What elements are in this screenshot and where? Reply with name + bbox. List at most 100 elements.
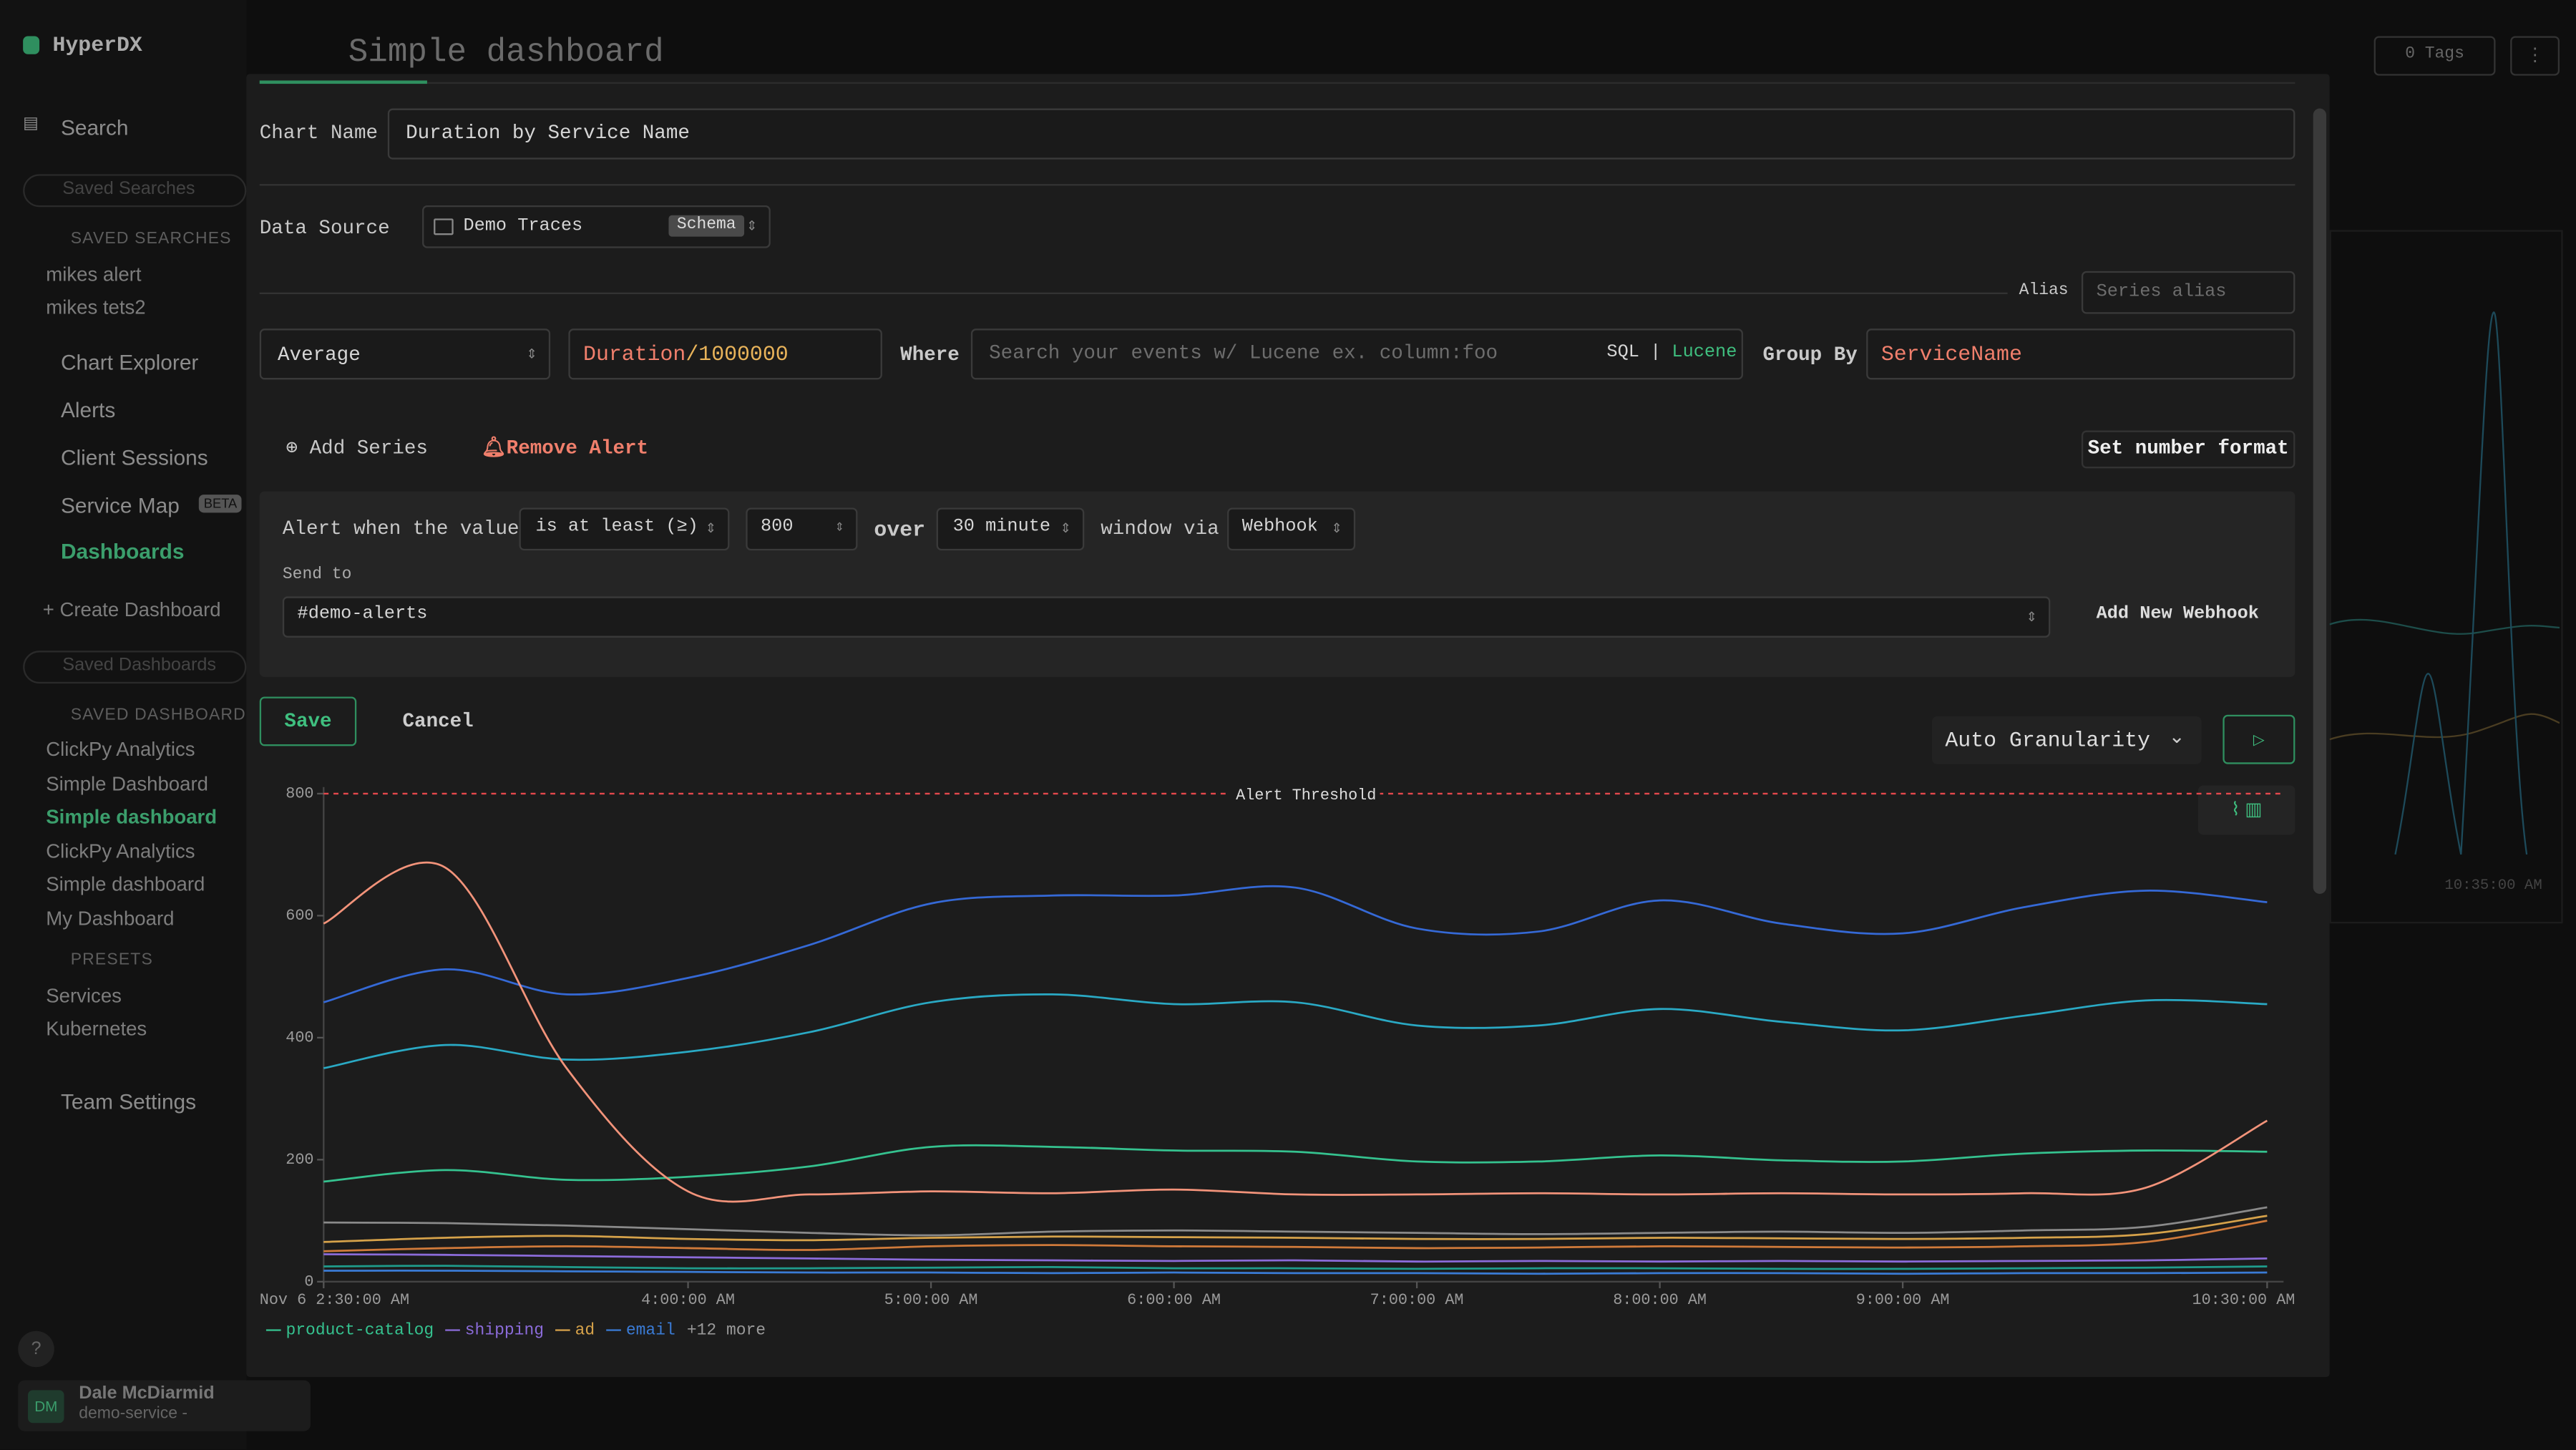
- section-heading: SAVED DASHBOARDS: [70, 706, 258, 725]
- nav-item[interactable]: Alerts: [60, 397, 116, 423]
- add-series-text: Add Series: [309, 437, 428, 460]
- saved-dashboard[interactable]: ClickPy Analytics: [46, 840, 195, 863]
- series-line: [323, 1265, 2268, 1270]
- threshold-value: 800: [761, 517, 794, 537]
- saved-dashboard[interactable]: Simple Dashboard: [46, 772, 208, 796]
- tab-rule: [426, 82, 2296, 84]
- y-tick-label: 0: [304, 1273, 313, 1291]
- threshold-label: Alert Threshold: [1236, 787, 1376, 804]
- webhook-select[interactable]: ⇕: [282, 596, 2051, 638]
- background-chart: [2329, 311, 2560, 855]
- aggregation-value: Average: [278, 343, 361, 366]
- where-input[interactable]: [970, 329, 1743, 380]
- condition-select[interactable]: ⇕: [519, 507, 730, 551]
- alert-text: window via: [1101, 517, 1219, 541]
- sql-option[interactable]: SQL: [1606, 343, 1639, 364]
- background-line: [2394, 673, 2462, 855]
- window-select[interactable]: ⇕: [936, 507, 1085, 551]
- select-chevron: ⌄: [2168, 724, 2185, 748]
- background-line: [2329, 713, 2560, 741]
- legend-swatch: [445, 1329, 460, 1331]
- help-button[interactable]: ?: [18, 1330, 54, 1368]
- number-format-button[interactable]: Set number format: [2081, 430, 2296, 469]
- legend-more[interactable]: +12 more: [686, 1323, 766, 1341]
- tab-indicator: [259, 80, 427, 84]
- legend-item[interactable]: product-catalog: [265, 1323, 434, 1341]
- preset[interactable]: Services: [46, 984, 122, 1008]
- add-series-button[interactable]: ⊕ Add Series: [286, 437, 428, 460]
- user-card[interactable]: [18, 1380, 311, 1431]
- channel-select[interactable]: ⇕: [1227, 507, 1356, 551]
- select-chevron: ⇕: [1331, 520, 1342, 536]
- query-language[interactable]: SQL | Lucene: [1606, 344, 1737, 364]
- aggregation-select[interactable]: ⇕: [259, 329, 551, 380]
- chart-name-input[interactable]: [387, 108, 2296, 160]
- x-tick-label: 6:00:00 AM: [1127, 1291, 1221, 1309]
- saved-dashboard[interactable]: ClickPy Analytics: [46, 737, 195, 762]
- run-button[interactable]: ▷: [2223, 714, 2296, 764]
- legend-item[interactable]: shipping: [445, 1323, 544, 1340]
- team-settings[interactable]: Team Settings: [60, 1089, 197, 1114]
- dashboard-search-box[interactable]: [23, 651, 247, 684]
- legend-item[interactable]: ad: [555, 1323, 595, 1340]
- nav-item-active[interactable]: Dashboards: [60, 539, 185, 564]
- user-name: Dale McDiarmid: [79, 1383, 215, 1403]
- field-label: Send to: [282, 567, 352, 585]
- scrollbar[interactable]: [2313, 108, 2327, 894]
- background-tile: [2329, 230, 2563, 924]
- lucene-option[interactable]: Lucene: [1672, 343, 1737, 364]
- remove-alert-text: Remove Alert: [506, 437, 649, 460]
- alias-input[interactable]: [2081, 271, 2296, 314]
- series-line: [323, 1270, 2268, 1275]
- series-line: [323, 1144, 2268, 1183]
- expression-field: Duration: [583, 341, 686, 366]
- background-line: [2329, 618, 2560, 635]
- expression-input[interactable]: [568, 329, 882, 380]
- tags-button[interactable]: 0 Tags: [2373, 36, 2496, 76]
- saved-dashboard[interactable]: My Dashboard: [46, 907, 175, 930]
- granularity-value: Auto Granularity: [1945, 728, 2150, 753]
- alert-prefix: Alert when the value: [282, 517, 519, 541]
- menu-button[interactable]: ⋮: [2510, 36, 2560, 76]
- select-chevron: ⇕: [2026, 608, 2037, 624]
- remove-alert-button[interactable]: 🔔︎Remove Alert: [481, 437, 649, 460]
- legend-item[interactable]: email: [606, 1323, 675, 1340]
- x-tick-label: 9:00:00 AM: [1856, 1291, 1950, 1309]
- y-tick-label: 400: [286, 1029, 313, 1047]
- legend-label: product-catalog: [286, 1323, 434, 1341]
- search-placeholder: Saved Dashboards: [62, 656, 217, 676]
- saved-search[interactable]: mikes tets2: [46, 296, 146, 319]
- create-dashboard[interactable]: + Create Dashboard: [42, 598, 221, 621]
- nav-item[interactable]: Client Sessions: [60, 445, 208, 470]
- preset[interactable]: Kubernetes: [46, 1017, 147, 1041]
- saved-dashboard-active[interactable]: Simple dashboard: [46, 805, 218, 829]
- search-box[interactable]: [23, 174, 247, 208]
- save-button[interactable]: Save: [259, 696, 357, 746]
- saved-search[interactable]: mikes alert: [46, 263, 142, 286]
- threshold-input[interactable]: ⇕: [746, 507, 858, 551]
- legend-swatch: [555, 1329, 570, 1331]
- x-tick-label: 4:00:00 AM: [641, 1291, 735, 1309]
- saved-dashboard[interactable]: Simple dashboard: [46, 872, 205, 896]
- nav-search[interactable]: Search: [60, 115, 129, 140]
- nav-item[interactable]: Chart Explorer: [60, 350, 199, 375]
- stepper[interactable]: ⇕: [834, 522, 845, 535]
- user-team: demo-service -: [79, 1405, 188, 1424]
- y-tick-label: 600: [286, 907, 313, 925]
- group-by-input[interactable]: [1866, 329, 2296, 380]
- granularity-select[interactable]: [1932, 716, 2202, 764]
- chart-name-value: Duration by Service Name: [406, 121, 690, 145]
- add-webhook-button[interactable]: Add New Webhook: [2096, 604, 2259, 625]
- schema-badge[interactable]: Schema: [668, 215, 745, 237]
- section-heading: SAVED SEARCHES: [70, 230, 232, 248]
- webhook-value: #demo-alerts: [297, 604, 428, 625]
- alias-placeholder: Series alias: [2096, 282, 2227, 303]
- create-dashboard-text: Create Dashboard: [59, 598, 221, 621]
- nav-item[interactable]: Service Map: [60, 492, 180, 518]
- select-chevron: ⇕: [705, 520, 717, 536]
- table-icon: [434, 218, 454, 235]
- condition-value: is at least (≥): [535, 517, 698, 537]
- cancel-button[interactable]: Cancel: [402, 709, 474, 733]
- divider: [259, 184, 2296, 186]
